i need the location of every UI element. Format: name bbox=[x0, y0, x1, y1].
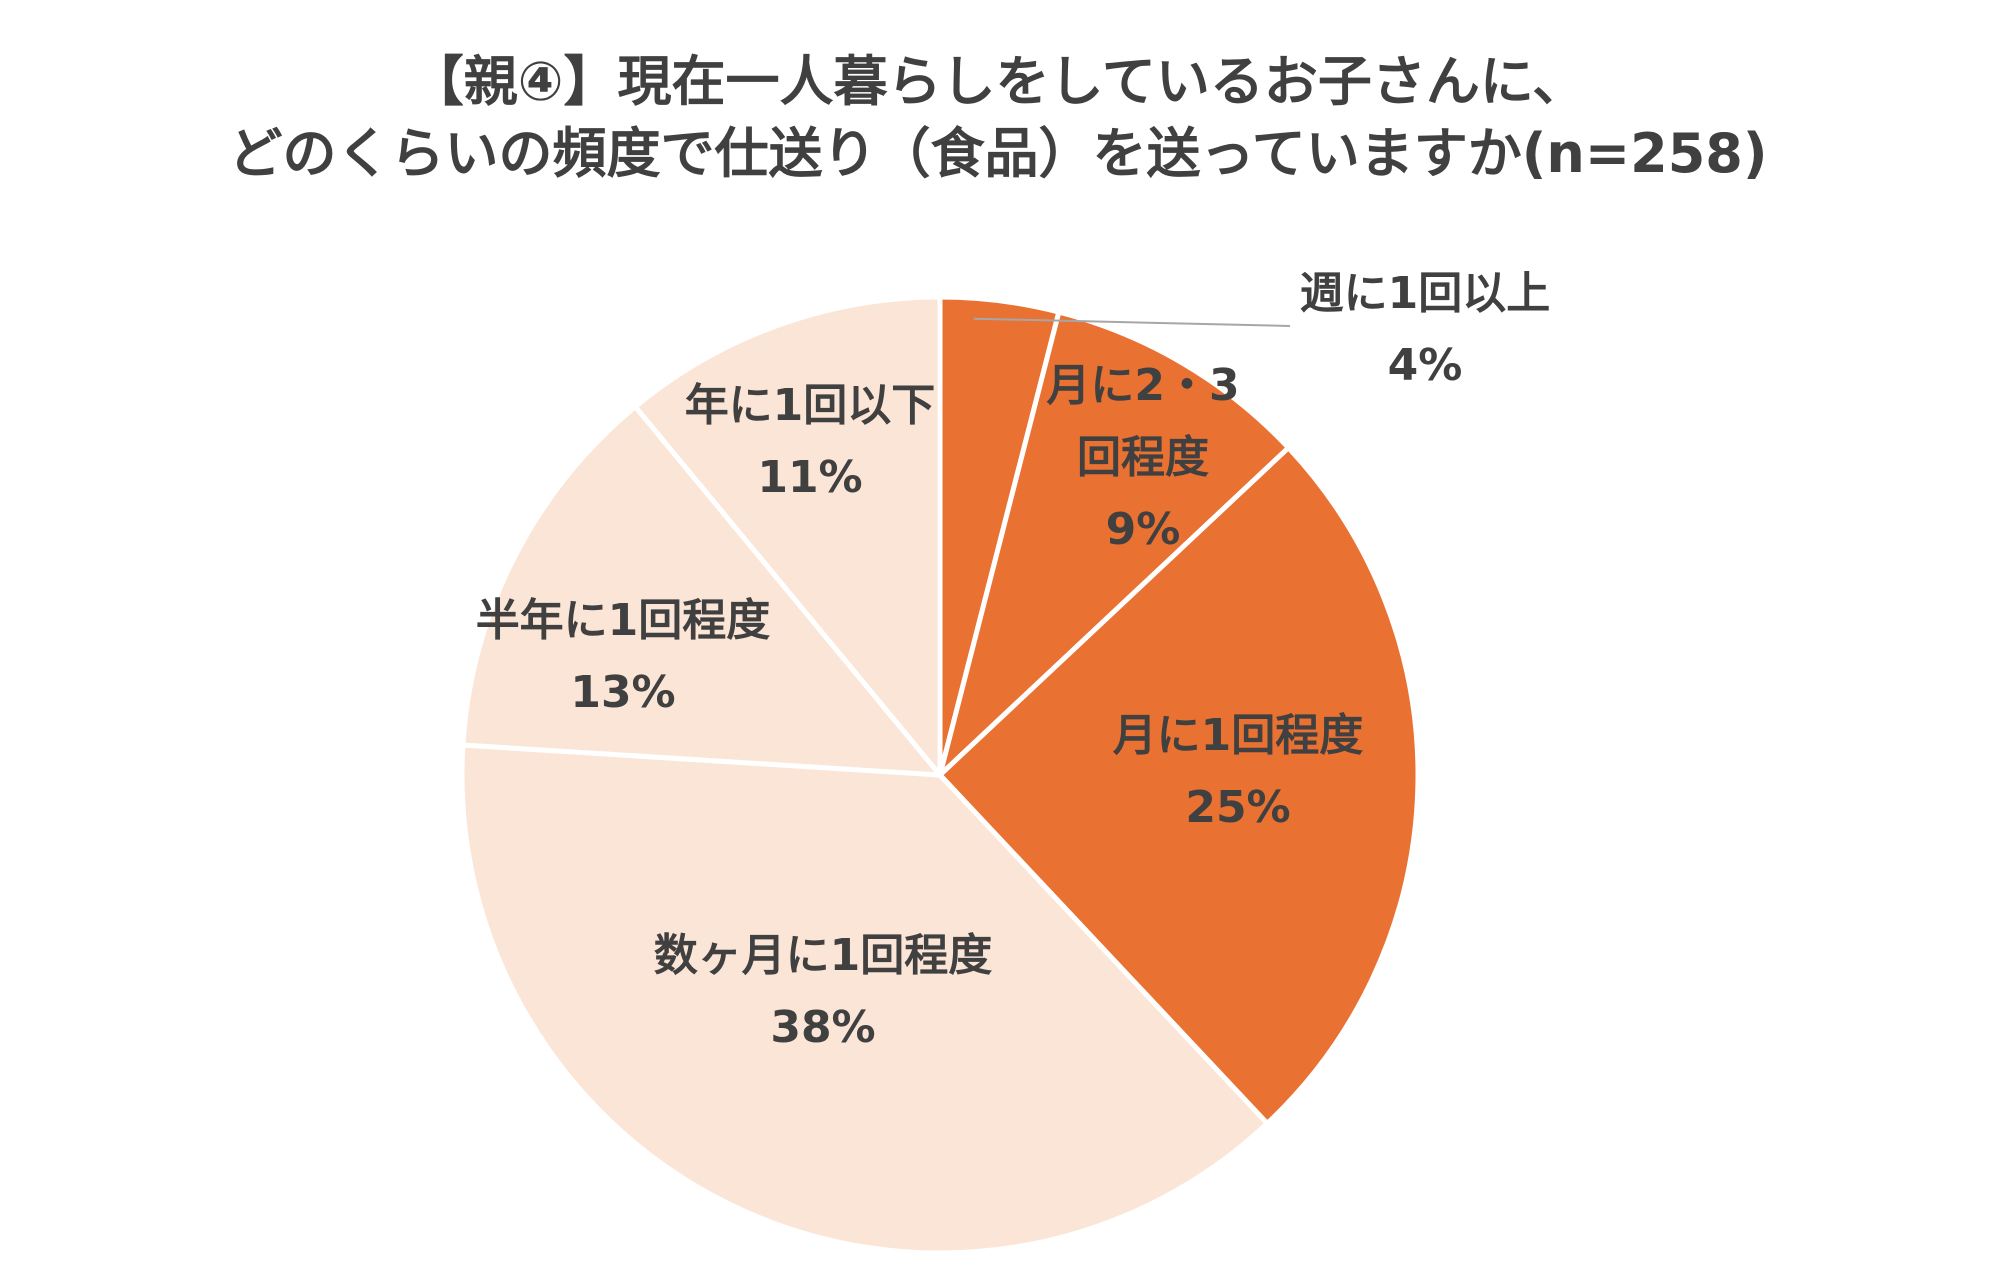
slice-category-label-6: 年に1回以下 bbox=[685, 380, 936, 431]
slice-labels: 週に1回以上 4% 月に2・3 回程度 9% 月に1回程度 25% 数ヶ月に1回程度 38% 半年… bbox=[476, 268, 1551, 1053]
pie-slice-3 bbox=[936, 444, 1421, 1127]
pie-slice-6 bbox=[631, 294, 943, 782]
slice-value-label-3: 25% bbox=[1185, 782, 1290, 833]
leader-lines bbox=[973, 317, 1291, 327]
pie-slices bbox=[459, 294, 1421, 1256]
slice-category-label-4: 数ヶ月に1回程度 bbox=[654, 930, 993, 981]
leader-line-1 bbox=[973, 317, 1291, 327]
pie-slice-5 bbox=[460, 403, 946, 778]
chart-title-line-1: 【親④】現在一人暮らしをしているお子さんに、 bbox=[410, 50, 1586, 113]
slice-category-label-2: 月に2・3 bbox=[1046, 360, 1239, 411]
slice-value-label-5: 13% bbox=[570, 667, 675, 718]
slice-value-label-1: 4% bbox=[1388, 340, 1463, 391]
slice-category-label-1: 週に1回以上 bbox=[1300, 268, 1551, 319]
slice-category-label-2: 回程度 bbox=[1077, 432, 1209, 483]
slice-category-label-3: 月に1回程度 bbox=[1113, 710, 1364, 761]
slice-value-label-6: 11% bbox=[757, 452, 862, 503]
slice-value-label-4: 38% bbox=[770, 1002, 875, 1053]
slice-value-label-2: 9% bbox=[1106, 504, 1181, 555]
chart-title-line-2: どのくらいの頻度で仕送り（食品）を送っていますか(n=258) bbox=[228, 122, 1767, 185]
pie-slice-4 bbox=[459, 742, 1271, 1256]
pie-slice-2 bbox=[935, 308, 1292, 783]
chart-title: 【親④】現在一人暮らしをしているお子さんに、どのくらいの頻度で仕送り（食品）を送… bbox=[228, 50, 1767, 185]
slice-category-label-5: 半年に1回程度 bbox=[476, 595, 771, 646]
